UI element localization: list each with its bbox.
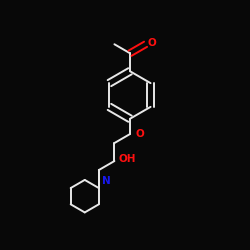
Text: O: O — [148, 38, 156, 48]
Text: N: N — [102, 176, 110, 186]
Text: O: O — [136, 128, 144, 138]
Text: OH: OH — [118, 154, 136, 164]
